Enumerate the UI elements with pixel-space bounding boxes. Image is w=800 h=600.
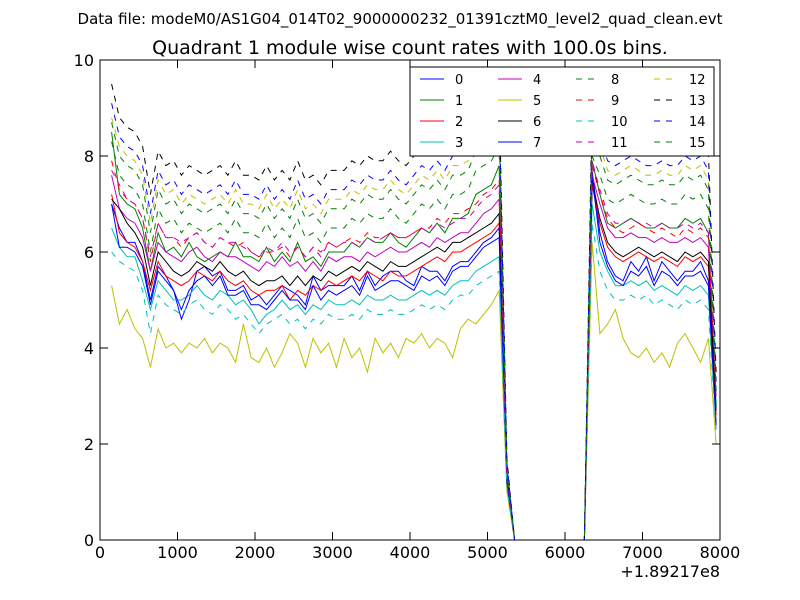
y-tick-label: 4: [84, 339, 94, 358]
series-line-7: [111, 175, 717, 541]
legend-label-6: 6: [533, 115, 541, 130]
y-tick-label: 10: [74, 51, 94, 70]
series-line-0: [111, 170, 717, 541]
legend-label-15: 15: [689, 136, 706, 151]
y-tick-label: 2: [84, 435, 94, 454]
legend-box: [409, 66, 715, 157]
series-line-9: [111, 160, 717, 541]
series-line-3: [111, 203, 717, 541]
series-line-10: [111, 223, 717, 541]
x-tick-label: 3000: [312, 543, 353, 562]
series-line-11: [111, 160, 717, 541]
data-file-label: Data file: modeM0/AS1G04_014T02_90000002…: [78, 10, 723, 29]
y-tick-label: 8: [84, 147, 94, 166]
x-tick-label: 1000: [157, 543, 198, 562]
legend-label-10: 10: [611, 115, 628, 130]
legend-label-2: 2: [455, 115, 463, 130]
legend-label-3: 3: [455, 136, 463, 151]
series-line-2: [111, 184, 717, 541]
chart-title: Quadrant 1 module wise count rates with …: [152, 37, 668, 59]
x-tick-label: 5000: [467, 543, 508, 562]
series-line-5: [111, 242, 717, 541]
legend-label-1: 1: [455, 94, 463, 109]
legend-label-14: 14: [689, 115, 706, 130]
series-line-8: [111, 141, 717, 541]
legend-label-0: 0: [455, 73, 463, 88]
x-tick-label: 2000: [235, 543, 276, 562]
legend-label-5: 5: [533, 94, 541, 109]
series-line-15: [111, 122, 717, 541]
series-line-14: [111, 103, 717, 541]
legend-label-9: 9: [611, 94, 619, 109]
x-axis-offset-label: +1.89217e8: [620, 562, 720, 581]
legend-label-13: 13: [689, 94, 706, 109]
x-tick-label: 0: [95, 543, 105, 562]
series-line-12: [111, 115, 717, 541]
series-line-6: [111, 179, 717, 541]
legend-label-11: 11: [611, 136, 628, 151]
legend-label-4: 4: [533, 73, 541, 88]
series-line-4: [111, 175, 717, 541]
legend-label-7: 7: [533, 136, 541, 151]
x-tick-label: 8000: [700, 543, 741, 562]
y-tick-label: 6: [84, 243, 94, 262]
y-tick-label: 0: [84, 531, 94, 550]
series-line-1: [111, 131, 717, 541]
x-tick-label: 4000: [390, 543, 431, 562]
legend-label-8: 8: [611, 73, 619, 88]
legend-label-12: 12: [689, 73, 706, 88]
x-tick-label: 7000: [622, 543, 663, 562]
x-tick-label: 6000: [545, 543, 586, 562]
